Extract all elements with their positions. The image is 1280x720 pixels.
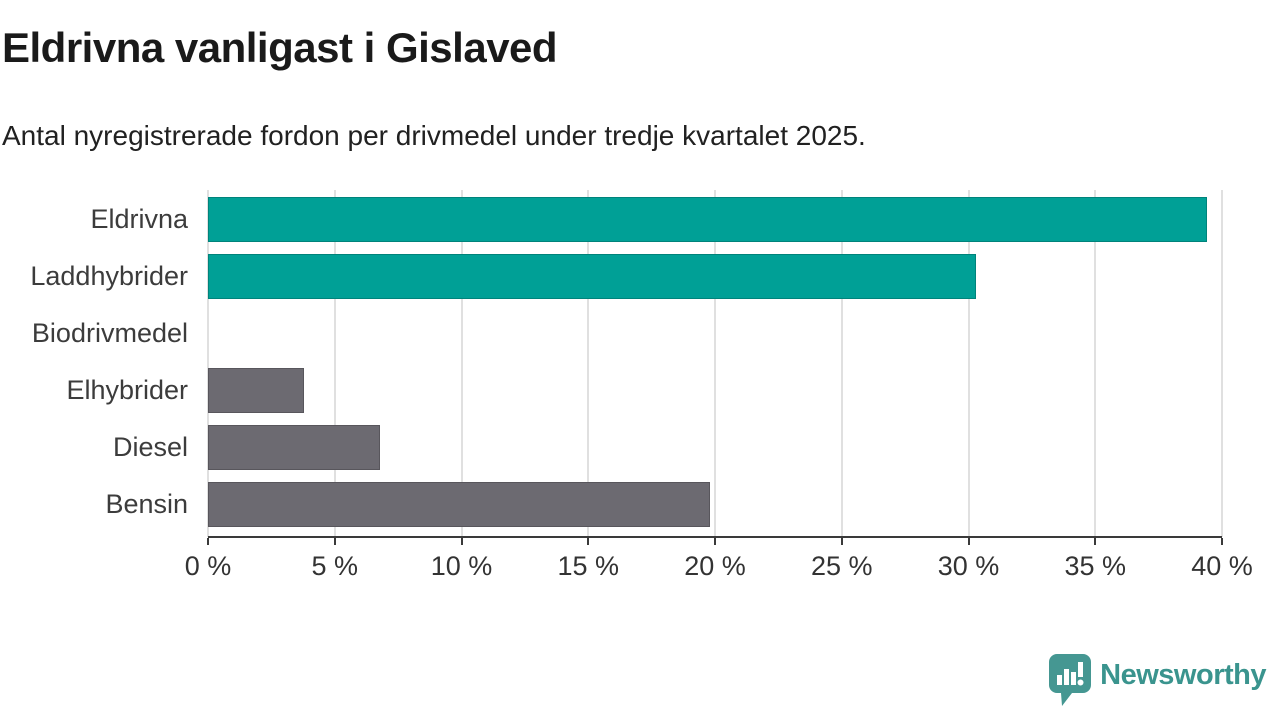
x-axis-tick [333, 538, 336, 545]
gridline [1221, 190, 1223, 537]
gridline [967, 190, 970, 537]
category-label: Bensin [105, 489, 188, 519]
category-label: Laddhybrider [30, 261, 188, 291]
bar-diesel [208, 425, 381, 470]
x-axis-tick [714, 538, 716, 545]
x-axis-tick-label: 20 % [684, 551, 746, 581]
gridline [1094, 190, 1097, 537]
x-axis-tick [840, 538, 843, 545]
x-axis-tick [1221, 538, 1223, 545]
gridline [714, 190, 716, 537]
x-axis-tick [587, 538, 590, 545]
x-axis-tick-label: 30 % [937, 551, 1000, 581]
page-title: Eldrivna vanligast i Gislaved [2, 24, 558, 71]
brand-logo-link[interactable]: Newsworthy [1049, 654, 1266, 706]
x-axis-tick-label: 35 % [1064, 551, 1127, 581]
x-axis-tick-label: 40 % [1191, 551, 1253, 581]
plot-area [207, 190, 1223, 537]
x-axis: 0 % 5 % 10 % 15 % 20 % 25 % 30 % 35 % 40 % [185, 536, 1253, 586]
gridline [207, 190, 209, 537]
bar-elhybrider [208, 368, 305, 413]
chart-subtitle: Antal nyregistrerade fordon per drivmede… [2, 120, 866, 151]
category-axis-labels: Eldrivna Laddhybrider Biodrivmedel Elhybrid… [0, 190, 188, 537]
category-label: Diesel [112, 432, 188, 462]
category-label: Eldrivna [90, 204, 188, 234]
x-axis-tick-label: 10 % [430, 551, 493, 581]
bar-laddhybrider [208, 254, 977, 299]
gridline [587, 190, 590, 537]
gridline [840, 190, 843, 537]
category-label: Biodrivmedel [31, 318, 188, 348]
newsworthy-icon [1049, 654, 1092, 706]
x-axis-tick-label: 15 % [557, 551, 620, 581]
bar-eldrivna [208, 197, 1207, 242]
x-axis-tick [967, 538, 970, 545]
gridline [333, 190, 336, 537]
gridline [460, 190, 463, 537]
x-axis-tick [207, 538, 209, 545]
bar-bensin [208, 482, 710, 527]
brand-name: Newsworthy [1100, 658, 1266, 691]
x-axis-tick-label: 25 % [810, 551, 873, 581]
category-label: Elhybrider [66, 375, 188, 405]
x-axis-tick [460, 538, 463, 545]
x-axis-tick-label: 5 % [311, 551, 359, 581]
x-axis-tick [1094, 538, 1097, 545]
x-axis-tick-label: 0 % [184, 551, 232, 581]
x-axis-line [208, 536, 1222, 538]
